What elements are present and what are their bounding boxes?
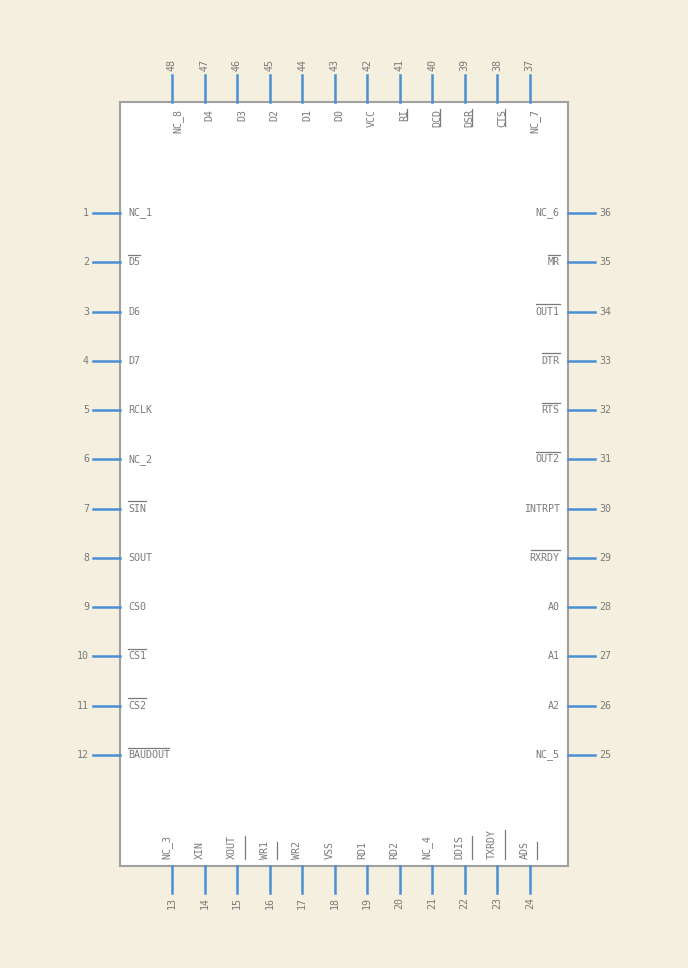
- Text: 9: 9: [83, 602, 89, 612]
- Text: A0: A0: [548, 602, 559, 612]
- Text: D5: D5: [129, 257, 140, 267]
- Text: 24: 24: [525, 897, 535, 910]
- Text: D7: D7: [129, 356, 140, 366]
- Text: 41: 41: [395, 58, 405, 71]
- Text: 26: 26: [599, 701, 611, 711]
- Text: ADS: ADS: [519, 841, 530, 860]
- Text: 10: 10: [77, 651, 89, 661]
- Text: 42: 42: [362, 58, 372, 71]
- Text: 15: 15: [232, 897, 242, 910]
- Text: NC_7: NC_7: [530, 108, 541, 133]
- Text: 45: 45: [265, 58, 275, 71]
- Text: NC_4: NC_4: [421, 835, 432, 860]
- Text: 29: 29: [599, 553, 611, 563]
- Text: 2: 2: [83, 257, 89, 267]
- Text: 25: 25: [599, 750, 611, 760]
- Text: NC_3: NC_3: [161, 835, 172, 860]
- Text: 31: 31: [599, 454, 611, 465]
- Text: DSR: DSR: [464, 108, 475, 127]
- Bar: [120, 102, 568, 866]
- Text: 6: 6: [83, 454, 89, 465]
- Text: 35: 35: [599, 257, 611, 267]
- Text: 3: 3: [83, 307, 89, 317]
- Text: 38: 38: [492, 58, 502, 71]
- Text: 39: 39: [460, 58, 470, 71]
- Text: 13: 13: [167, 897, 177, 910]
- Text: 4: 4: [83, 356, 89, 366]
- Text: TXRDY: TXRDY: [487, 830, 497, 860]
- Text: RXRDY: RXRDY: [530, 553, 559, 563]
- Text: CS1: CS1: [129, 651, 147, 661]
- Text: 40: 40: [427, 58, 437, 71]
- Text: 20: 20: [395, 897, 405, 910]
- Text: A1: A1: [548, 651, 559, 661]
- Text: 48: 48: [167, 58, 177, 71]
- Text: OUT1: OUT1: [535, 307, 559, 317]
- Text: NC_2: NC_2: [129, 454, 153, 465]
- Text: VSS: VSS: [325, 841, 334, 860]
- Text: 21: 21: [427, 897, 437, 910]
- Text: D1: D1: [302, 108, 312, 121]
- Text: 36: 36: [599, 208, 611, 218]
- Text: D3: D3: [237, 108, 247, 121]
- Text: RCLK: RCLK: [129, 405, 153, 415]
- Text: 32: 32: [599, 405, 611, 415]
- Text: 12: 12: [77, 750, 89, 760]
- Text: 11: 11: [77, 701, 89, 711]
- Text: 33: 33: [599, 356, 611, 366]
- Text: D4: D4: [204, 108, 215, 121]
- Text: XIN: XIN: [195, 841, 204, 860]
- Text: WR1: WR1: [259, 841, 270, 860]
- Text: 7: 7: [83, 503, 89, 514]
- Text: 43: 43: [330, 58, 340, 71]
- Text: 19: 19: [362, 897, 372, 910]
- Text: 1: 1: [83, 208, 89, 218]
- Text: 37: 37: [525, 58, 535, 71]
- Text: OUT2: OUT2: [535, 454, 559, 465]
- Text: 18: 18: [330, 897, 340, 910]
- Text: NC_8: NC_8: [172, 108, 183, 133]
- Text: RTS: RTS: [541, 405, 559, 415]
- Text: INTRPT: INTRPT: [524, 503, 559, 514]
- Text: BAUDOUT: BAUDOUT: [129, 750, 171, 760]
- Text: 30: 30: [599, 503, 611, 514]
- Text: 22: 22: [460, 897, 470, 910]
- Text: 17: 17: [297, 897, 307, 910]
- Text: XOUT: XOUT: [227, 835, 237, 860]
- Text: 8: 8: [83, 553, 89, 563]
- Text: MR: MR: [548, 257, 559, 267]
- Text: SOUT: SOUT: [129, 553, 153, 563]
- Text: CS0: CS0: [129, 602, 147, 612]
- Text: RI: RI: [400, 108, 409, 121]
- Text: RD2: RD2: [389, 841, 400, 860]
- Text: NC_1: NC_1: [129, 207, 153, 219]
- Text: D2: D2: [270, 108, 279, 121]
- Text: RD1: RD1: [357, 841, 367, 860]
- Text: 34: 34: [599, 307, 611, 317]
- Text: DDIS: DDIS: [455, 835, 464, 860]
- Text: WR2: WR2: [292, 841, 302, 860]
- Text: 27: 27: [599, 651, 611, 661]
- Text: CS2: CS2: [129, 701, 147, 711]
- Text: VCC: VCC: [367, 108, 377, 127]
- Text: D0: D0: [334, 108, 345, 121]
- Text: 47: 47: [200, 58, 210, 71]
- Text: SIN: SIN: [129, 503, 147, 514]
- Text: 5: 5: [83, 405, 89, 415]
- Text: CTS: CTS: [497, 108, 507, 127]
- Text: 14: 14: [200, 897, 210, 910]
- Text: NC_5: NC_5: [535, 749, 559, 761]
- Text: 16: 16: [265, 897, 275, 910]
- Text: A2: A2: [548, 701, 559, 711]
- Text: 28: 28: [599, 602, 611, 612]
- Text: DTR: DTR: [541, 356, 559, 366]
- Text: NC_6: NC_6: [535, 207, 559, 219]
- Text: 46: 46: [232, 58, 242, 71]
- Text: DCD: DCD: [432, 108, 442, 127]
- Text: 23: 23: [492, 897, 502, 910]
- Text: D6: D6: [129, 307, 140, 317]
- Text: 44: 44: [297, 58, 307, 71]
